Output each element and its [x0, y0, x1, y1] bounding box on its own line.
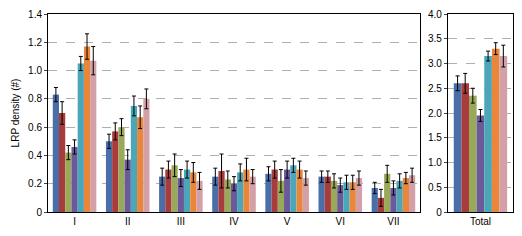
svg-text:IV: IV	[229, 216, 239, 227]
svg-text:V: V	[284, 216, 291, 227]
svg-text:0.6: 0.6	[28, 122, 42, 133]
svg-text:0.2: 0.2	[28, 178, 42, 189]
svg-text:Total: Total	[470, 216, 491, 227]
svg-text:1.0: 1.0	[428, 157, 442, 168]
svg-text:0.4: 0.4	[28, 150, 42, 161]
svg-text:LRP density (#): LRP density (#)	[10, 79, 21, 148]
svg-text:1.0: 1.0	[28, 65, 42, 76]
svg-text:III: III	[177, 216, 185, 227]
svg-text:0: 0	[436, 207, 442, 218]
svg-text:II: II	[125, 216, 131, 227]
svg-text:1.4: 1.4	[28, 9, 42, 20]
svg-text:1.5: 1.5	[428, 132, 442, 143]
svg-text:0: 0	[36, 207, 42, 218]
svg-text:2.5: 2.5	[428, 83, 442, 94]
svg-text:0.8: 0.8	[28, 93, 42, 104]
svg-text:4.0: 4.0	[428, 9, 442, 20]
svg-text:I: I	[73, 216, 76, 227]
svg-text:3.0: 3.0	[428, 58, 442, 69]
svg-text:2.0: 2.0	[428, 108, 442, 119]
svg-text:VII: VII	[387, 216, 399, 227]
svg-text:0.5: 0.5	[428, 182, 442, 193]
svg-text:VI: VI	[336, 216, 345, 227]
svg-text:1.2: 1.2	[28, 37, 42, 48]
svg-text:3.5: 3.5	[428, 33, 442, 44]
